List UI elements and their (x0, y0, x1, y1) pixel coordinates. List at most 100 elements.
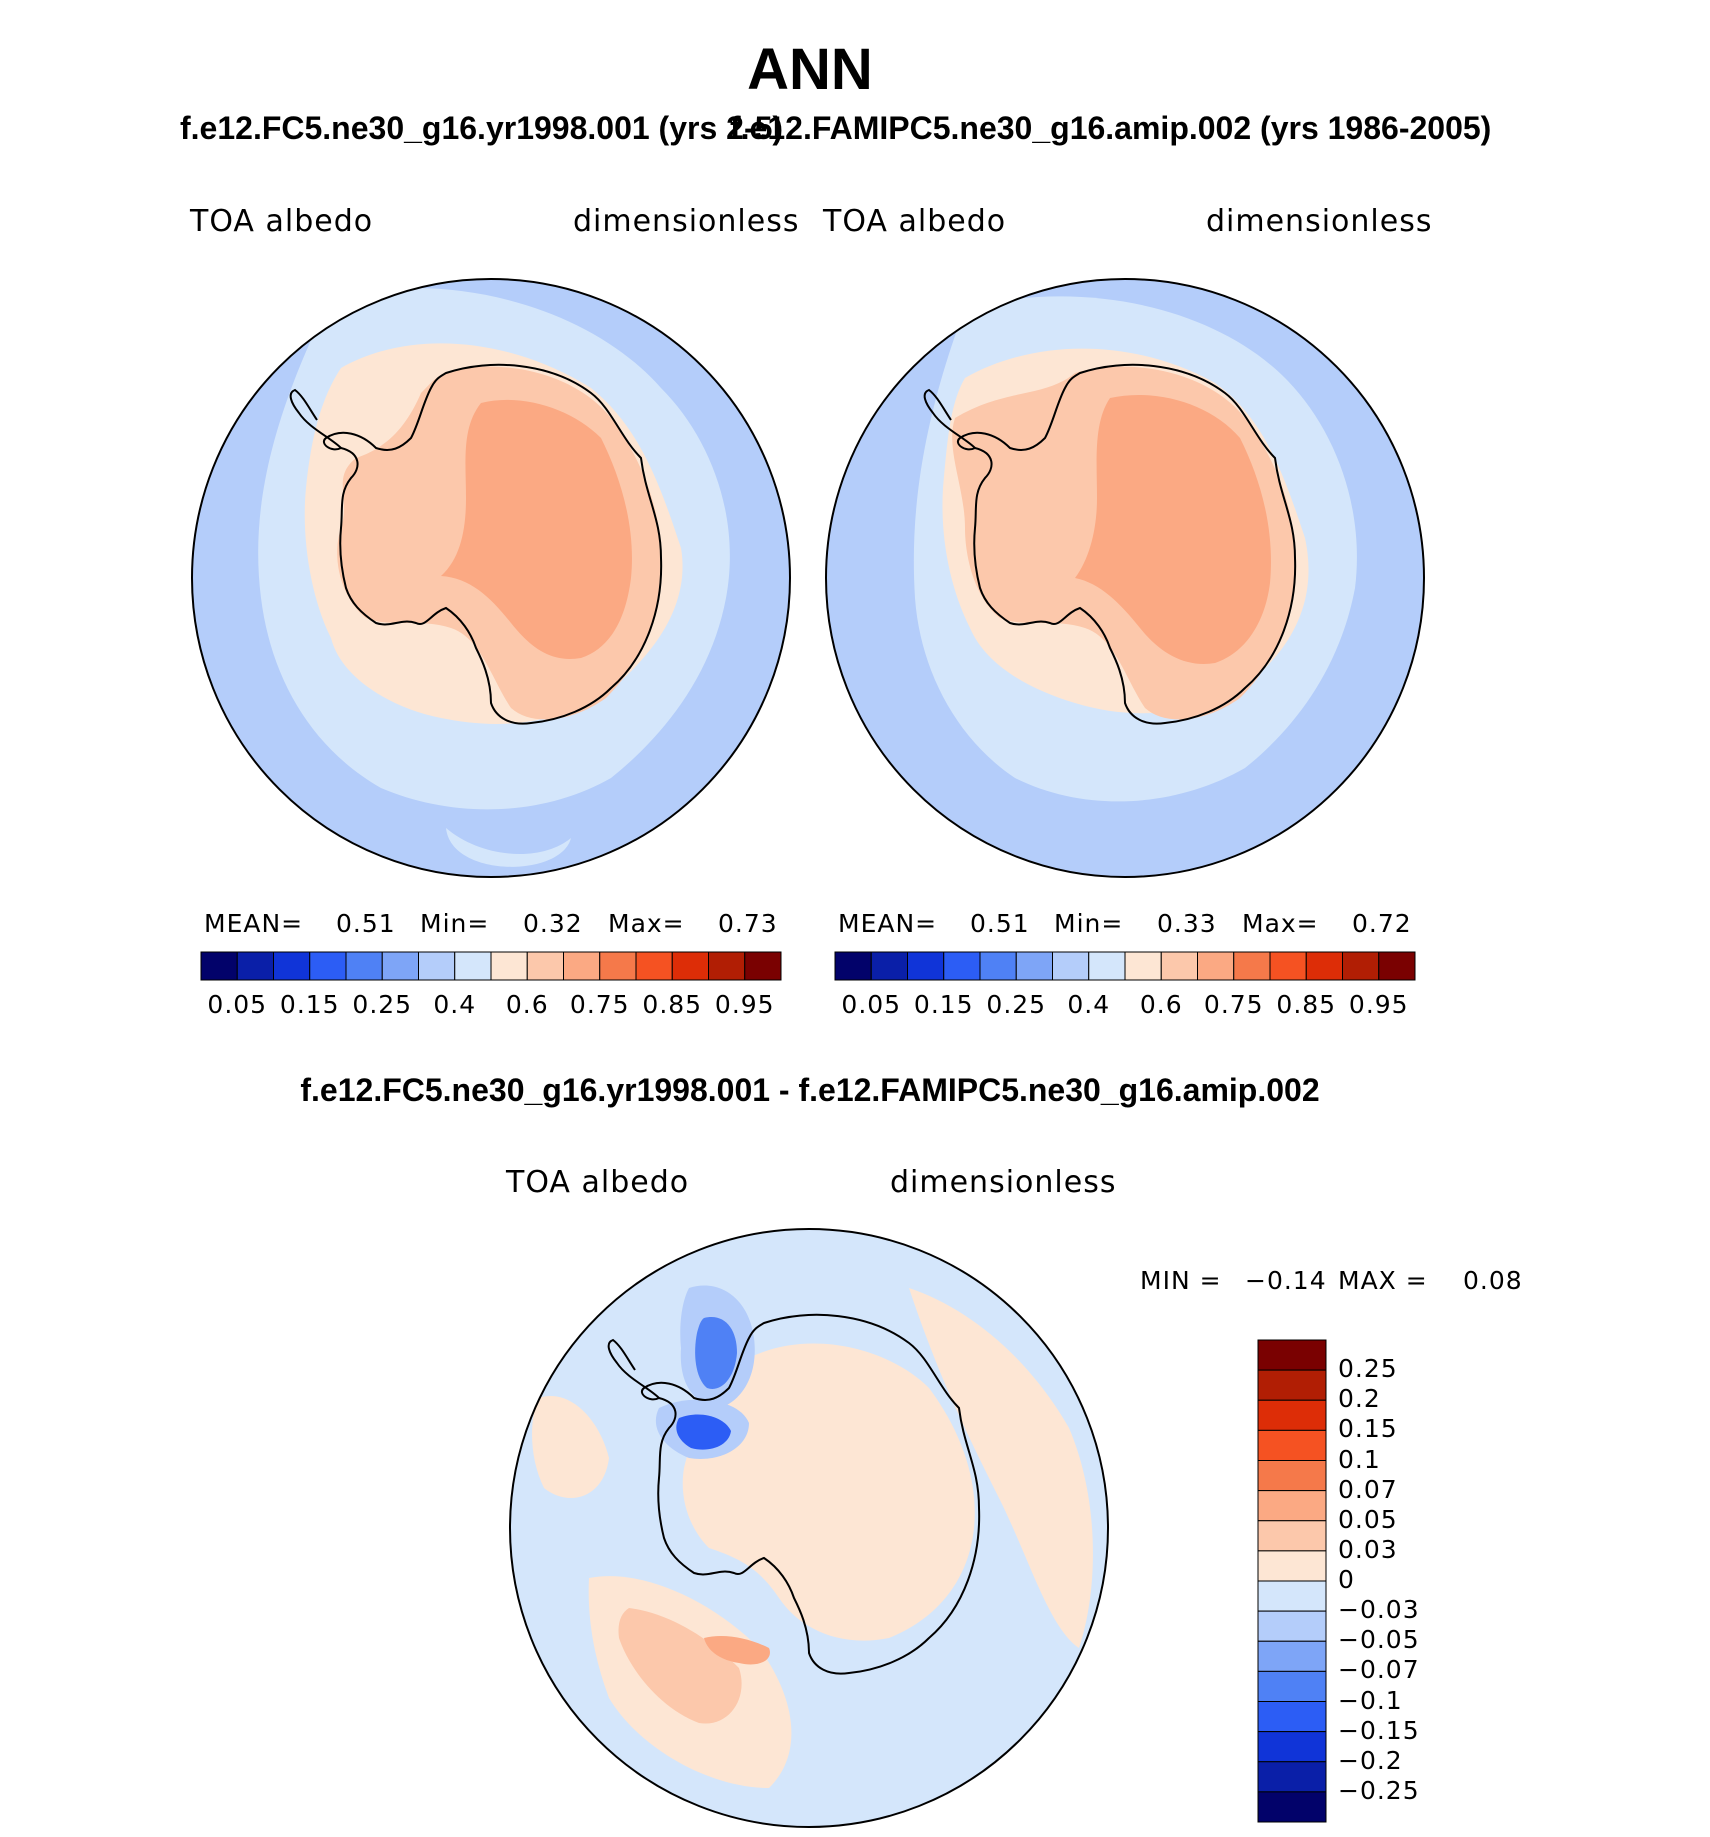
colorbar-tick-label: 0.15 (913, 990, 974, 1019)
colorbar-swatch (1233, 951, 1271, 981)
colorbar-tick-label: 0.6 (505, 990, 549, 1019)
coastline (640, 1313, 981, 1675)
colorbar-swatch (635, 951, 673, 981)
ocean-near-region-2 (446, 828, 571, 867)
diff-positive-west (532, 1396, 609, 1498)
peninsula-coast (607, 1338, 660, 1399)
colorbar-swatch (1257, 1640, 1327, 1672)
colorbar-tick-label: −0.03 (1338, 1595, 1420, 1625)
panel2-min-label: Min= (1054, 909, 1124, 938)
difference-title: f.e12.FC5.ne30_g16.yr1998.001 - f.e12.FA… (300, 1072, 1320, 1108)
panel3-min-value: −0.14 (1245, 1266, 1327, 1295)
ice-high-region (441, 399, 632, 659)
colorbar-swatch (1257, 1490, 1327, 1522)
colorbar-swatch (834, 951, 872, 981)
panel2-units-label: dimensionless (1206, 204, 1433, 239)
colorbar-tick-label: −0.2 (1338, 1745, 1403, 1775)
colorbar-swatch (671, 951, 709, 981)
coastline (322, 363, 663, 725)
panel2-max-label: Max= (1242, 909, 1319, 938)
right-run-title: f.e12.FAMIPC5.ne30_g16.amip.002 (yrs 198… (730, 110, 1492, 146)
colorbar-swatch (1257, 1580, 1327, 1612)
colorbar-tick-label: 0.15 (279, 990, 340, 1019)
colorbar-swatch (273, 951, 311, 981)
peninsula-coast (289, 388, 342, 449)
colorbar-tick-label: 0.85 (642, 990, 703, 1019)
panel3-max-label: MAX = (1338, 1266, 1428, 1295)
colorbar-tick-label: 0.1 (1338, 1444, 1381, 1474)
panel3-max-value: 0.08 (1463, 1266, 1523, 1295)
colorbar-swatch (870, 951, 908, 981)
colorbar-tick-label: 0.05 (207, 990, 268, 1019)
ice-high-region (1075, 394, 1271, 664)
colorbar-tick-label: 0.25 (1338, 1354, 1398, 1384)
colorbar-swatch (599, 951, 637, 981)
colorbar-swatch (309, 951, 347, 981)
map-panel-1 (191, 278, 791, 878)
colorbar-swatch (1257, 1731, 1327, 1763)
panel1-mean-value: 0.51 (336, 909, 396, 938)
colorbar-swatch (979, 951, 1017, 981)
colorbar-swatch (1015, 951, 1053, 981)
colorbar-tick-label: 0.95 (714, 990, 775, 1019)
colorbar-swatch (1257, 1761, 1327, 1793)
colorbar-tick-label: 0.4 (433, 990, 477, 1019)
panel3-variable-label: TOA albedo (506, 1165, 690, 1200)
colorbar-tick-label: 0.25 (986, 990, 1047, 1019)
colorbar-swatch (1257, 1369, 1327, 1401)
colorbar-tick-label: 0.07 (1338, 1474, 1398, 1504)
colorbar-tick-label: 0.75 (569, 990, 630, 1019)
colorbar-tick-label: 0.75 (1203, 990, 1264, 1019)
map-border (825, 278, 1425, 878)
colorbar-swatch (1257, 1460, 1327, 1492)
colorbar-tick-label: 0.6 (1139, 990, 1183, 1019)
panel1-max-label: Max= (608, 909, 685, 938)
colorbar-tick-label: 0.85 (1276, 990, 1337, 1019)
colorbar-swatch (1088, 951, 1126, 981)
colorbar-swatch (1378, 951, 1416, 981)
panel2-min-value: 0.33 (1157, 909, 1217, 938)
colorbar-panel-2 (834, 951, 1416, 981)
colorbar-tick-label: 0.03 (1338, 1534, 1398, 1564)
panel1-units-label: dimensionless (573, 204, 800, 239)
colorbar-swatch (526, 951, 564, 981)
colorbar-swatch (1257, 1550, 1327, 1582)
colorbar-panel-3 (1257, 1339, 1327, 1823)
coastline (956, 363, 1297, 725)
diff-warm-core (704, 1636, 770, 1665)
panel1-min-value: 0.32 (523, 909, 583, 938)
colorbar-swatch (345, 951, 383, 981)
colorbar-panel-1 (200, 951, 782, 981)
panel2-mean-label: MEAN= (838, 909, 938, 938)
colorbar-swatch (1257, 1610, 1327, 1642)
panel3-units-label: dimensionless (890, 1165, 1117, 1200)
diff-warm-patch (618, 1608, 742, 1724)
colorbar-swatch (1342, 951, 1380, 981)
panel1-mean-label: MEAN= (204, 909, 304, 938)
colorbar-tick-label: −0.15 (1338, 1715, 1420, 1745)
colorbar-swatch (236, 951, 274, 981)
colorbar-tick-label: 0.95 (1348, 990, 1409, 1019)
map-panel-2 (825, 278, 1425, 878)
colorbar-swatch (563, 951, 601, 981)
colorbar-swatch (1257, 1399, 1327, 1431)
colorbar-swatch (907, 951, 945, 981)
colorbar-swatch (454, 951, 492, 981)
colorbar-swatch (1257, 1520, 1327, 1552)
colorbar-swatch (1305, 951, 1343, 981)
colorbar-swatch (1160, 951, 1198, 981)
colorbar-swatch (1197, 951, 1235, 981)
colorbar-tick-label: 0.2 (1338, 1384, 1381, 1414)
colorbar-tick-label: 0.15 (1338, 1414, 1398, 1444)
colorbar-tick-label: −0.07 (1338, 1655, 1420, 1685)
diff-positive-region (682, 1343, 975, 1641)
map-border (509, 1228, 1109, 1828)
colorbar-swatch (1257, 1670, 1327, 1702)
colorbar-swatch (1257, 1429, 1327, 1461)
diff-positive-east (909, 1288, 1093, 1648)
colorbar-swatch (744, 951, 782, 981)
colorbar-tick-label: 0.25 (352, 990, 413, 1019)
panel1-max-value: 0.73 (718, 909, 778, 938)
diff-cold-core-2 (676, 1414, 731, 1450)
colorbar-tick-label: 0.05 (1338, 1504, 1398, 1534)
